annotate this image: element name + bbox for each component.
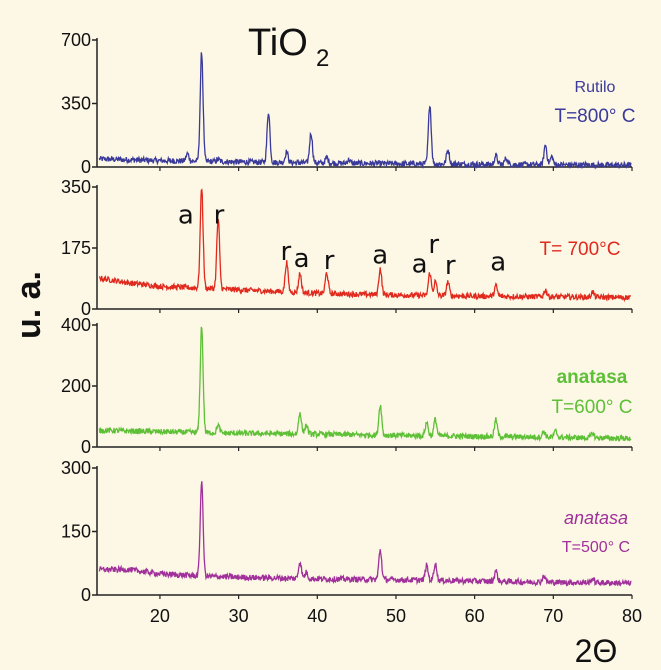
series-label: Rutilo — [575, 79, 616, 96]
series-label: anatasa — [564, 508, 628, 528]
peak-annotation: a — [372, 241, 388, 271]
peak-annotation: a — [178, 201, 194, 231]
y-tick-label: 0 — [81, 437, 91, 457]
series-label: T=600° C — [551, 397, 632, 418]
peak-annotation: r — [428, 230, 439, 260]
y-tick-label: 200 — [61, 376, 91, 396]
x-tick-label: 30 — [229, 606, 249, 626]
y-tick-label: 150 — [61, 522, 91, 542]
y-tick-label: 350 — [61, 177, 91, 197]
x-tick-label: 60 — [465, 606, 485, 626]
y-tick-label: 300 — [61, 458, 91, 478]
series-label: T=500° C — [562, 539, 630, 556]
peak-annotation: a — [294, 244, 310, 274]
peak-annotation: r — [214, 201, 225, 231]
peak-annotation: r — [280, 237, 291, 267]
series-label: anatasa — [557, 367, 628, 388]
x-tick-label: 50 — [386, 606, 406, 626]
panel-1: 0 350 700 Rutilo T=800° C — [61, 30, 636, 177]
y-tick-label: 0 — [81, 299, 91, 319]
y-tick-label: 0 — [81, 157, 91, 177]
panel-4: 0 150 300 anatasa T=500° C — [61, 458, 633, 605]
panel-3: 0 200 400 anatasa T=600° C — [61, 315, 633, 457]
x-tick-label: 40 — [307, 606, 327, 626]
peak-annotation: a — [412, 249, 428, 279]
series-line-2 — [98, 188, 632, 303]
series-line-4 — [98, 481, 632, 587]
chart-title: TiO — [248, 22, 308, 64]
y-tick-label: 700 — [61, 30, 91, 50]
series-line-3 — [98, 326, 632, 443]
peak-annotation: a — [490, 248, 506, 278]
x-tick-label: 20 — [150, 606, 170, 626]
series-label: T= 700°C — [539, 239, 620, 260]
x-axis-label: 2Θ — [575, 633, 618, 669]
chart-title-subscript: 2 — [316, 45, 329, 72]
series-label: T=800° C — [554, 106, 635, 127]
y-tick-label: 400 — [61, 315, 91, 335]
peak-annotation: r — [324, 246, 335, 276]
y-axis-label: u. a. — [10, 271, 48, 339]
x-tick-label: 70 — [543, 606, 563, 626]
y-tick-label: 350 — [61, 94, 91, 114]
y-tick-label: 0 — [81, 585, 91, 605]
series-line-1 — [98, 52, 632, 170]
y-tick-label: 175 — [61, 238, 91, 258]
peak-annotation: r — [445, 251, 456, 281]
x-tick-label: 80 — [622, 606, 642, 626]
